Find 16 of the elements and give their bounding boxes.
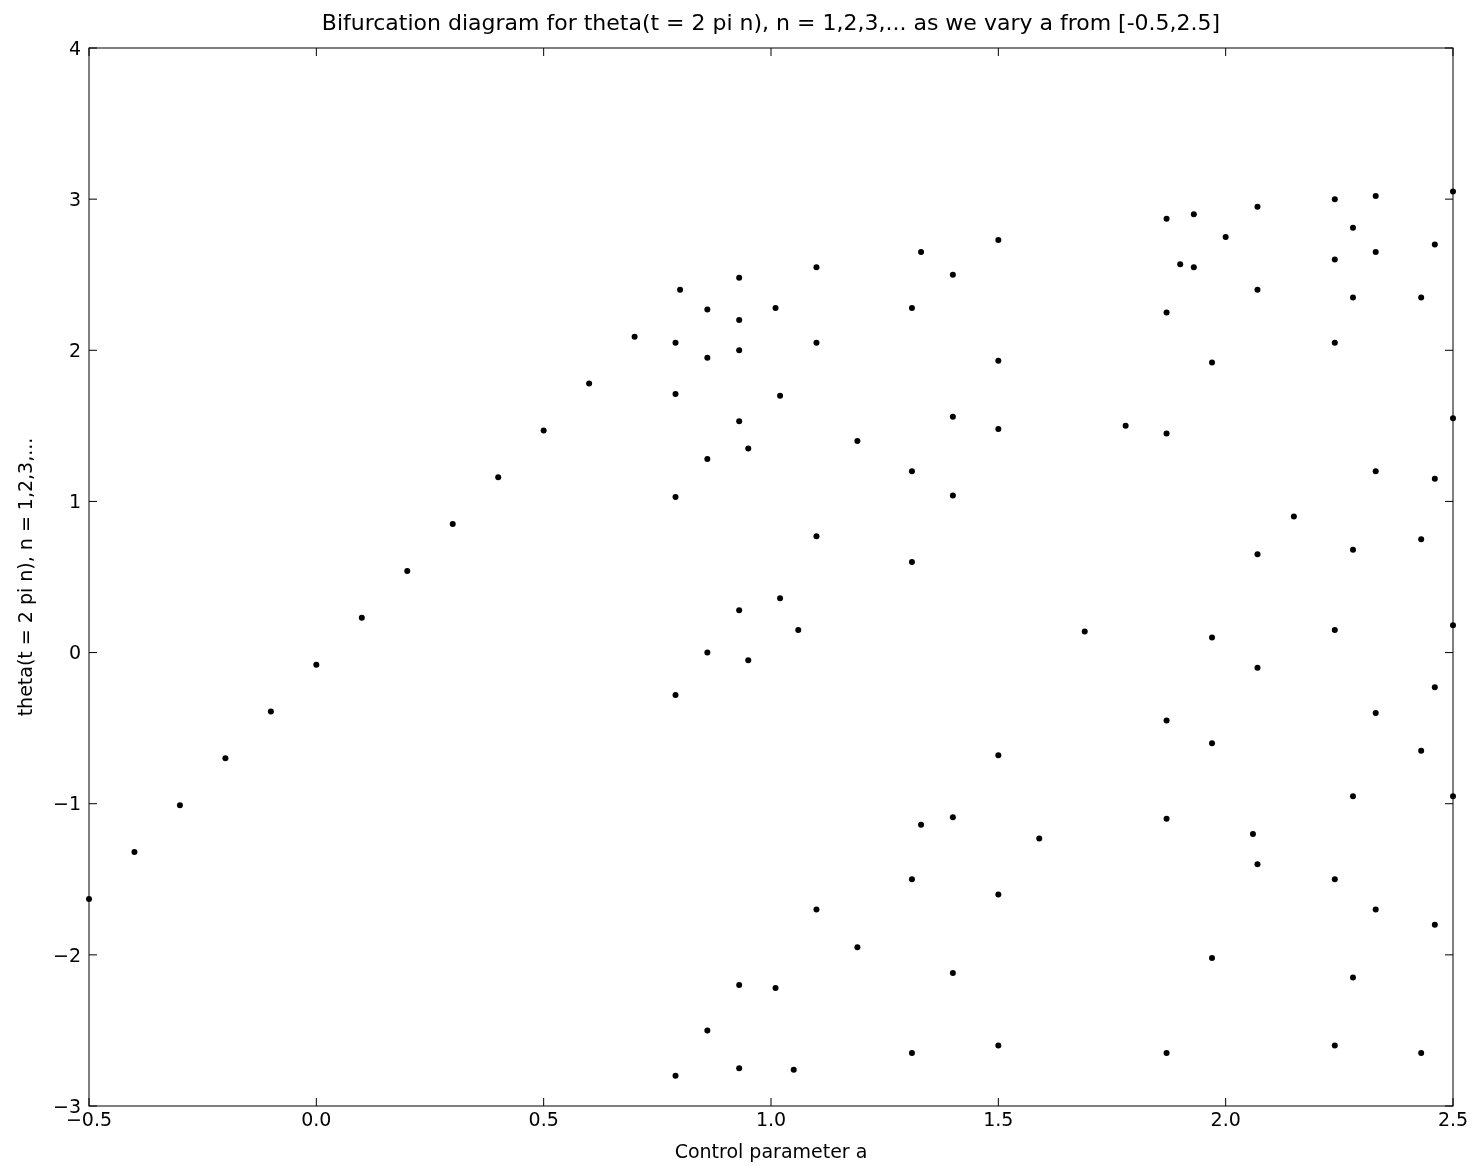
y-tick-label: 0 [68, 641, 81, 664]
y-tick-label: 4 [68, 36, 81, 59]
x-tick-label: 2.0 [1210, 1108, 1241, 1130]
y-tick-label: 3 [68, 187, 81, 210]
y-tick-label: 1 [68, 490, 81, 513]
x-tick-label: 1.0 [755, 1108, 787, 1130]
x-axis-title: Control parameter a [674, 1140, 868, 1162]
chart-title: Bifurcation diagram for theta(t = 2 pi n), n = 1,2,3,... as we vary a from [-0.5,2.5] [321, 10, 1221, 35]
y-tick-label: 2 [68, 338, 81, 361]
x-tick-label: 2.5 [1437, 1108, 1469, 1130]
y-tick-label: −2 [52, 943, 81, 966]
x-tick-label: 1.5 [983, 1108, 1014, 1130]
y-tick-label: −1 [52, 792, 81, 815]
y-axis-title: theta(t = 2 pi n), n = 1,2,3,... [14, 437, 36, 717]
x-tick-label: 0.5 [528, 1108, 559, 1130]
x-tick-label: 0.0 [301, 1108, 332, 1130]
